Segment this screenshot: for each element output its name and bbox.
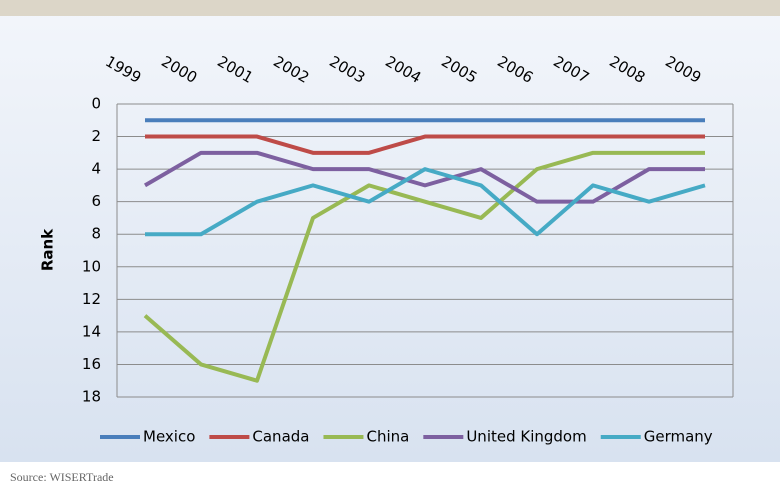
source: Source: WISERTrade (10, 470, 114, 484)
series-line (145, 167, 706, 237)
series-line (143, 150, 705, 383)
legend-label: Canada (252, 428, 309, 446)
y-tick-label: 2 (91, 127, 101, 145)
y-tick-label: 0 (91, 95, 101, 113)
y-tick-label: 6 (91, 192, 101, 210)
y-tick-label: 16 (82, 355, 101, 373)
y-tick-label: 10 (82, 257, 101, 275)
legend-label: Mexico (143, 428, 195, 446)
y-tick-label: 12 (82, 290, 101, 308)
y-tick-label: 4 (91, 160, 101, 178)
legend-label: Germany (644, 428, 713, 446)
legend-label: United Kingdom (466, 428, 586, 446)
y-tick-label: 8 (91, 225, 101, 243)
y-tick-label: 14 (82, 322, 101, 340)
legend-label: China (366, 428, 409, 446)
series-line (145, 134, 705, 155)
chart-background (0, 0, 780, 462)
top-band (0, 0, 780, 16)
y-tick-label: 18 (82, 388, 101, 406)
y-axis-label: Rank (39, 228, 57, 271)
